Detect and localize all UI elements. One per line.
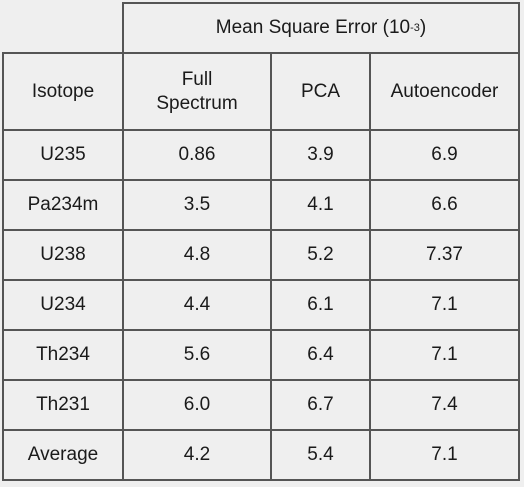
table-cell: 6.4: [271, 330, 370, 380]
table-cell: 6.9: [370, 130, 519, 180]
table-cell: 6.7: [271, 380, 370, 430]
column-header-pca: PCA: [271, 53, 370, 130]
grid-line-vertical: [369, 52, 371, 481]
table-cell: 5.4: [271, 430, 370, 480]
grid-line-horizontal: [2, 52, 520, 54]
table-cell: 6.6: [370, 180, 519, 230]
header-group-mean-square-error: Mean Square Error (10 -3): [123, 3, 519, 53]
table-cell: 5.2: [271, 230, 370, 280]
grid-line-horizontal: [2, 479, 520, 481]
grid-line-horizontal: [2, 329, 520, 331]
table-cell: 3.5: [123, 180, 271, 230]
table-cell: 0.86: [123, 130, 271, 180]
column-header-autoencoder: Autoencoder: [370, 53, 519, 130]
row-label: U238: [3, 230, 123, 280]
grid-line-horizontal: [2, 129, 520, 131]
table-cell: 5.6: [123, 330, 271, 380]
table-cell: 7.1: [370, 430, 519, 480]
grid-line-horizontal: [2, 179, 520, 181]
grid-line-vertical: [270, 52, 272, 481]
table-cell: 3.9: [271, 130, 370, 180]
column-header-full-spectrum: Full Spectrum: [123, 53, 271, 130]
grid-line-horizontal: [122, 2, 520, 4]
header-group-suffix: ): [420, 16, 426, 40]
grid-line-vertical: [518, 2, 520, 481]
row-label: Pa234m: [3, 180, 123, 230]
grid-line-horizontal: [2, 279, 520, 281]
grid-line-horizontal: [2, 379, 520, 381]
table-cell: 4.1: [271, 180, 370, 230]
row-label: U235: [3, 130, 123, 180]
table-cell: 4.2: [123, 430, 271, 480]
row-label: U234: [3, 280, 123, 330]
row-label: Th234: [3, 330, 123, 380]
grid-line-horizontal: [2, 229, 520, 231]
table-cell: 7.1: [370, 280, 519, 330]
column-header-isotope: Isotope: [3, 53, 123, 130]
table-cell: 6.0: [123, 380, 271, 430]
table-cell: 4.4: [123, 280, 271, 330]
row-label: Th231: [3, 380, 123, 430]
header-group-label: Mean Square Error (10: [216, 16, 410, 40]
row-label: Average: [3, 430, 123, 480]
grid-line-vertical: [122, 2, 124, 481]
table-cell: 7.4: [370, 380, 519, 430]
table-cell: 4.8: [123, 230, 271, 280]
table-cell: 7.37: [370, 230, 519, 280]
grid-line-horizontal: [2, 429, 520, 431]
table-cell: 7.1: [370, 330, 519, 380]
grid-line-vertical: [2, 52, 4, 481]
table-cell: 6.1: [271, 280, 370, 330]
